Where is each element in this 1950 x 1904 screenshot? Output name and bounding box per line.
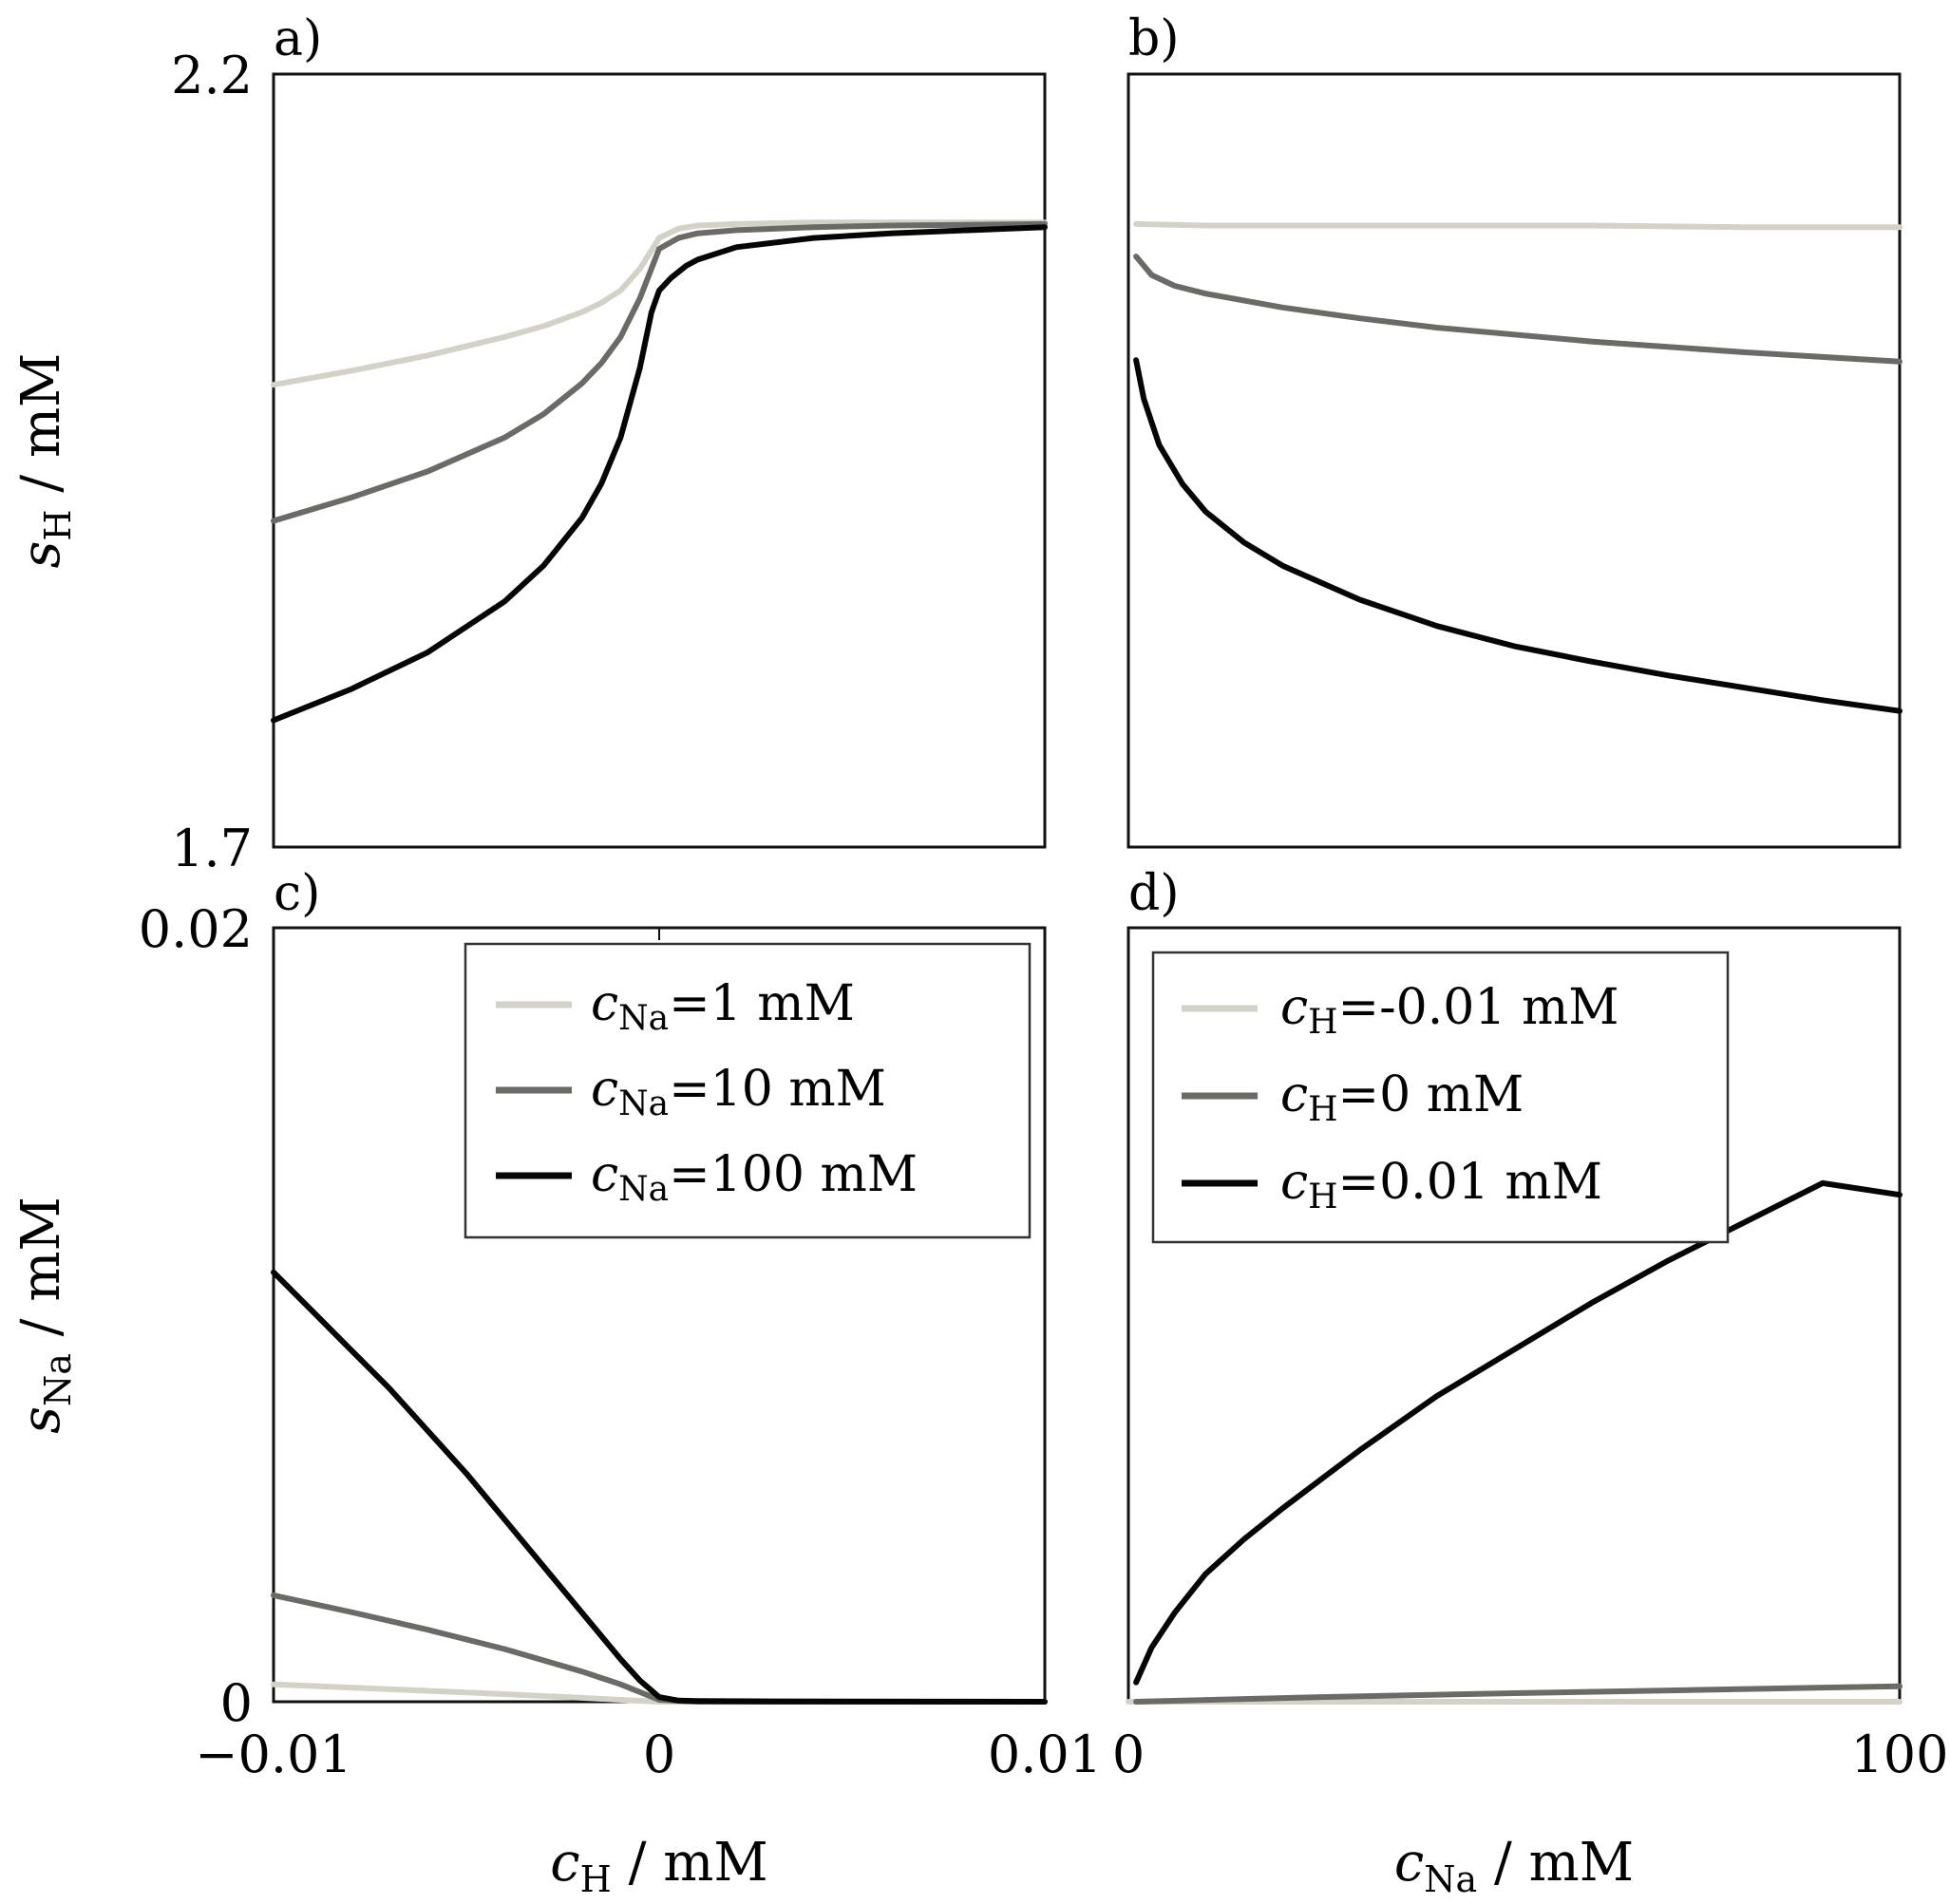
- x-axis-label-left: cH / mM: [550, 1832, 767, 1900]
- panel-b-frame: [1126, 72, 1902, 849]
- y-tick-top-max: 2.2: [171, 46, 253, 105]
- panel-a-frame: [272, 72, 1047, 849]
- panel-a-series-light: [271, 219, 1048, 388]
- panel-d-series-dark: [1133, 1179, 1903, 1686]
- panel-c-series-dark: [271, 1269, 1048, 1705]
- legend-c-label-2: cNa=10 mM: [591, 1061, 886, 1123]
- legend-c: cNa=1 mM cNa=10 mM cNa=100 mM: [464, 942, 1032, 1239]
- legend-c-label-3: cNa=100 mM: [591, 1146, 918, 1209]
- y-tick-top-min: 1.7: [171, 819, 253, 878]
- x-tick-right-min: 0: [1112, 1725, 1145, 1784]
- legend-d-label-1: cH=-0.01 mM: [1280, 979, 1619, 1042]
- x-tick-left-mid: 0: [643, 1725, 675, 1784]
- panel-a-series-dark: [271, 224, 1048, 724]
- panel-c-label: c): [274, 865, 320, 922]
- y-tick-bottom-max: 0.02: [139, 899, 253, 959]
- legend-c-label-1: cNa=1 mM: [591, 975, 855, 1038]
- panel-c-series-medium: [271, 1592, 1048, 1705]
- x-tick-left-min: −0.01: [195, 1725, 351, 1784]
- panel-b-plot: [1133, 220, 1903, 714]
- panel-d-plot: [1126, 1179, 1903, 1705]
- panel-a-series-medium: [271, 220, 1048, 524]
- panel-b-series-light: [1133, 220, 1903, 231]
- y-axis-label-bottom: sNa / mM: [10, 1197, 79, 1434]
- panel-b-series-dark: [1133, 357, 1903, 714]
- y-tick-bottom-min: 0: [220, 1673, 253, 1733]
- legend-d-label-3: cH=0.01 mM: [1280, 1154, 1602, 1216]
- legend-d-label-2: cH=0 mM: [1280, 1066, 1524, 1129]
- panel-d-label: d): [1128, 865, 1180, 922]
- panel-d-series-medium: [1133, 1683, 1903, 1705]
- x-tick-left-max: 0.01: [988, 1725, 1102, 1784]
- x-axis-label-right: cNa / mM: [1394, 1832, 1634, 1900]
- x-tick-right-max: 100: [1850, 1725, 1948, 1784]
- legend-d: cH=-0.01 mM cH=0 mM cH=0.01 mM: [1151, 951, 1730, 1244]
- panel-b-series-medium: [1133, 254, 1903, 365]
- panel-a-label: a): [274, 10, 322, 67]
- panel-b-label: b): [1128, 10, 1180, 67]
- y-axis-label-top: sH / mM: [10, 353, 79, 569]
- panel-a-plot: [271, 219, 1048, 724]
- panel-c-plot: [271, 1269, 1048, 1705]
